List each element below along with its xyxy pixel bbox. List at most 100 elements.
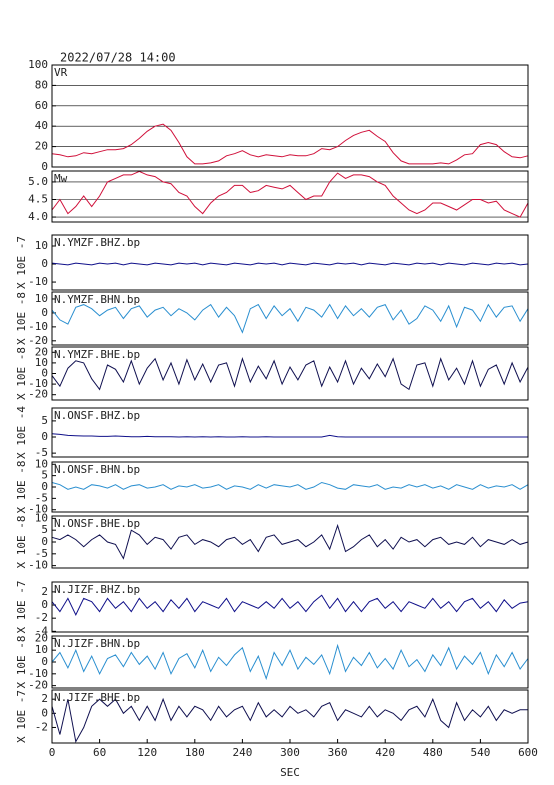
x-axis-label: SEC bbox=[280, 766, 300, 779]
data-line bbox=[51, 697, 528, 744]
x-tick-label: 420 bbox=[375, 746, 395, 759]
data-line bbox=[51, 170, 529, 218]
y-tick-label: 0 bbox=[41, 598, 48, 611]
y-axis-label: X 10E -8 bbox=[15, 461, 28, 514]
x-tick-label: 120 bbox=[137, 746, 157, 759]
y-tick-label: 40 bbox=[35, 119, 48, 132]
panel-label: N.YMZF.BHZ.bp bbox=[54, 236, 140, 249]
x-tick-label: 0 bbox=[49, 746, 56, 759]
data-line bbox=[51, 433, 528, 438]
x-tick-label: 540 bbox=[470, 746, 490, 759]
y-tick-label: 0 bbox=[41, 706, 48, 719]
y-tick-label: 100 bbox=[28, 58, 48, 71]
panel-frame bbox=[51, 234, 529, 291]
y-tick-label: -10 bbox=[28, 377, 48, 390]
y-axis-label: X 10E -7 bbox=[15, 581, 28, 634]
y-tick-label: 20 bbox=[35, 345, 48, 358]
panel-frame bbox=[51, 581, 529, 633]
y-tick-label: -20 bbox=[28, 334, 48, 347]
panel-frame bbox=[51, 346, 529, 401]
y-tick-label: -10 bbox=[28, 320, 48, 333]
panel-frame bbox=[51, 461, 529, 513]
y-tick-label: -20 bbox=[28, 679, 48, 692]
panel-frame bbox=[51, 515, 529, 569]
y-axis-label: X 10E -8 bbox=[15, 292, 28, 345]
panel-label: VR bbox=[54, 66, 68, 79]
panel-frame bbox=[51, 170, 529, 223]
data-line bbox=[51, 594, 529, 617]
panel-label: N.JIZF.BHE.bp bbox=[54, 691, 140, 704]
y-tick-label: 0 bbox=[41, 430, 48, 443]
data-line bbox=[51, 123, 529, 165]
y-tick-label: 0 bbox=[41, 367, 48, 380]
panel-frame bbox=[51, 635, 529, 689]
y-tick-label: 10 bbox=[35, 356, 48, 369]
y-tick-label: 20 bbox=[35, 140, 48, 153]
data-line bbox=[51, 643, 529, 681]
y-tick-label: 0 bbox=[41, 306, 48, 319]
chart-title: 2022/07/28 14:00 bbox=[60, 51, 176, 65]
y-tick-label: 80 bbox=[35, 78, 48, 91]
x-tick-label: 180 bbox=[185, 746, 205, 759]
y-tick-label: 10 bbox=[35, 511, 48, 524]
x-tick-label: 480 bbox=[423, 746, 443, 759]
y-tick-label: -5 bbox=[35, 446, 48, 459]
data-line bbox=[51, 262, 529, 266]
panel-label: N.JIZF.BHN.bp bbox=[54, 637, 140, 650]
y-tick-label: -5 bbox=[35, 491, 48, 504]
y-tick-label: 2 bbox=[41, 692, 48, 705]
y-tick-label: -10 bbox=[28, 275, 48, 288]
x-tick-label: 60 bbox=[93, 746, 106, 759]
panel-label: N.JIZF.BHZ.bp bbox=[54, 583, 140, 596]
panel-label: N.ONSF.BHZ.bp bbox=[54, 409, 140, 422]
y-tick-label: -10 bbox=[28, 503, 48, 516]
y-tick-label: -10 bbox=[28, 559, 48, 572]
x-tick-label: 240 bbox=[232, 746, 252, 759]
y-tick-label: 4.0 bbox=[28, 210, 48, 223]
y-axis-label: X 10E -8 bbox=[15, 636, 28, 689]
panel-label: N.YMZF.BHE.bp bbox=[54, 348, 140, 361]
x-tick-label: 600 bbox=[518, 746, 538, 759]
y-tick-label: 0 bbox=[41, 655, 48, 668]
data-line bbox=[51, 523, 529, 560]
y-tick-label: 10 bbox=[35, 292, 48, 305]
y-tick-label: 10 bbox=[35, 239, 48, 252]
y-tick-label: 0 bbox=[41, 257, 48, 270]
x-tick-label: 300 bbox=[280, 746, 300, 759]
y-axis-label: X 10E -4 bbox=[15, 406, 28, 459]
y-tick-label: 5 bbox=[41, 469, 48, 482]
y-tick-label: 60 bbox=[35, 99, 48, 112]
y-tick-label: -4 bbox=[35, 624, 49, 637]
y-tick-label: -5 bbox=[35, 547, 48, 560]
y-tick-label: 5.0 bbox=[28, 175, 48, 188]
y-tick-label: 0 bbox=[41, 160, 48, 173]
panel-label: N.YMZF.BHN.bp bbox=[54, 293, 140, 306]
y-axis-label: X 10E -7 bbox=[15, 236, 28, 289]
y-tick-label: 5 bbox=[41, 523, 48, 536]
panel-frame bbox=[51, 407, 529, 458]
data-line bbox=[51, 357, 529, 391]
y-tick-label: 5 bbox=[41, 414, 48, 427]
y-tick-label: 0 bbox=[41, 535, 48, 548]
y-tick-label: 10 bbox=[35, 643, 48, 656]
panel-label: Mw bbox=[54, 172, 68, 185]
y-tick-label: -2 bbox=[35, 720, 48, 733]
y-tick-label: 2 bbox=[41, 585, 48, 598]
y-tick-label: -10 bbox=[28, 667, 48, 680]
y-tick-label: -20 bbox=[28, 388, 48, 401]
y-axis-label: X 10E -8 bbox=[15, 347, 28, 400]
y-tick-label: 20 bbox=[35, 631, 48, 644]
data-line bbox=[51, 303, 529, 334]
panel-frame bbox=[51, 64, 529, 168]
y-tick-label: 4.5 bbox=[28, 192, 48, 205]
y-tick-label: 0 bbox=[41, 480, 48, 493]
y-tick-label: -2 bbox=[35, 611, 48, 624]
data-line bbox=[51, 481, 529, 490]
panel-label: N.ONSF.BHE.bp bbox=[54, 517, 140, 530]
y-axis-label: X 10E -8 bbox=[15, 516, 28, 569]
panel-frame bbox=[51, 291, 529, 346]
y-tick-label: 10 bbox=[35, 457, 48, 470]
panel-label: N.ONSF.BHN.bp bbox=[54, 463, 140, 476]
x-tick-label: 360 bbox=[328, 746, 348, 759]
